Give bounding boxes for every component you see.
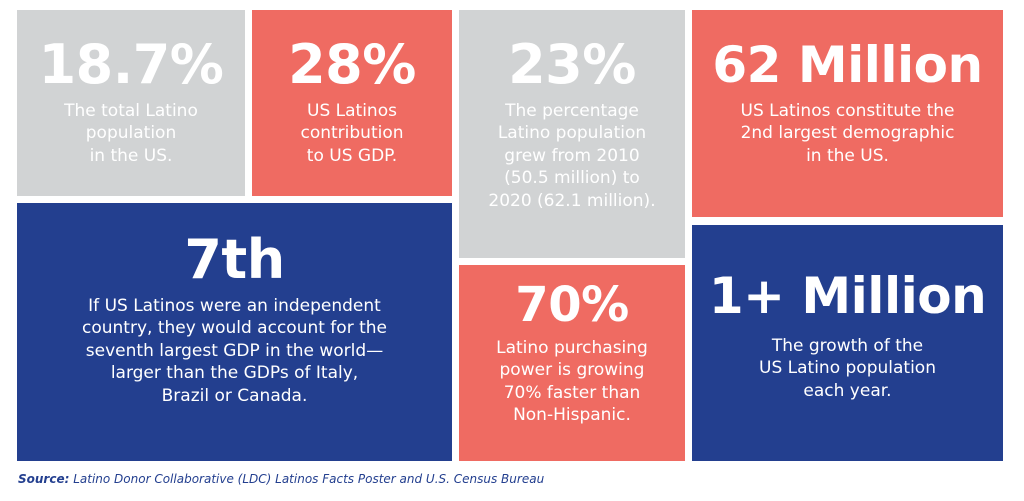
stat-value: 1+ Million — [708, 267, 987, 325]
source-text: Latino Donor Collaborative (LDC) Latinos… — [69, 472, 545, 486]
stat-tile-gdp-rank: 7th If US Latinos were an independent co… — [17, 203, 452, 461]
stat-tile-gdp-contribution: 28% US Latinos contribution to US GDP. — [252, 10, 452, 196]
stat-description: If US Latinos were an independent countr… — [82, 296, 387, 406]
stat-description: The growth of the US Latino population e… — [759, 336, 936, 401]
stat-value: 7th — [184, 228, 285, 291]
stat-description: US Latinos constitute the 2nd largest de… — [740, 101, 955, 166]
stat-tile-population-growth: 23% The percentage Latino population gre… — [459, 10, 685, 258]
stat-tile-total-population: 18.7% The total Latino population in the… — [17, 10, 245, 196]
stat-description: The total Latino population in the US. — [64, 101, 198, 166]
stat-tile-annual-growth: 1+ Million The growth of the US Latino p… — [692, 225, 1003, 461]
source-citation: Source: Latino Donor Collaborative (LDC)… — [18, 472, 544, 486]
stat-value: 18.7% — [38, 33, 224, 96]
stat-value: 23% — [508, 33, 636, 96]
stat-value: 70% — [515, 277, 629, 333]
source-label: Source: — [18, 472, 70, 486]
stat-value: 62 Million — [712, 36, 983, 94]
stat-description: The percentage Latino population grew fr… — [488, 101, 656, 211]
stat-description: US Latinos contribution to US GDP. — [300, 101, 404, 166]
stat-value: 28% — [288, 33, 416, 96]
stat-description: Latino purchasing power is growing 70% f… — [496, 338, 648, 426]
stat-tile-demographic-size: 62 Million US Latinos constitute the 2nd… — [692, 10, 1003, 217]
stat-tile-purchasing-power: 70% Latino purchasing power is growing 7… — [459, 265, 685, 461]
